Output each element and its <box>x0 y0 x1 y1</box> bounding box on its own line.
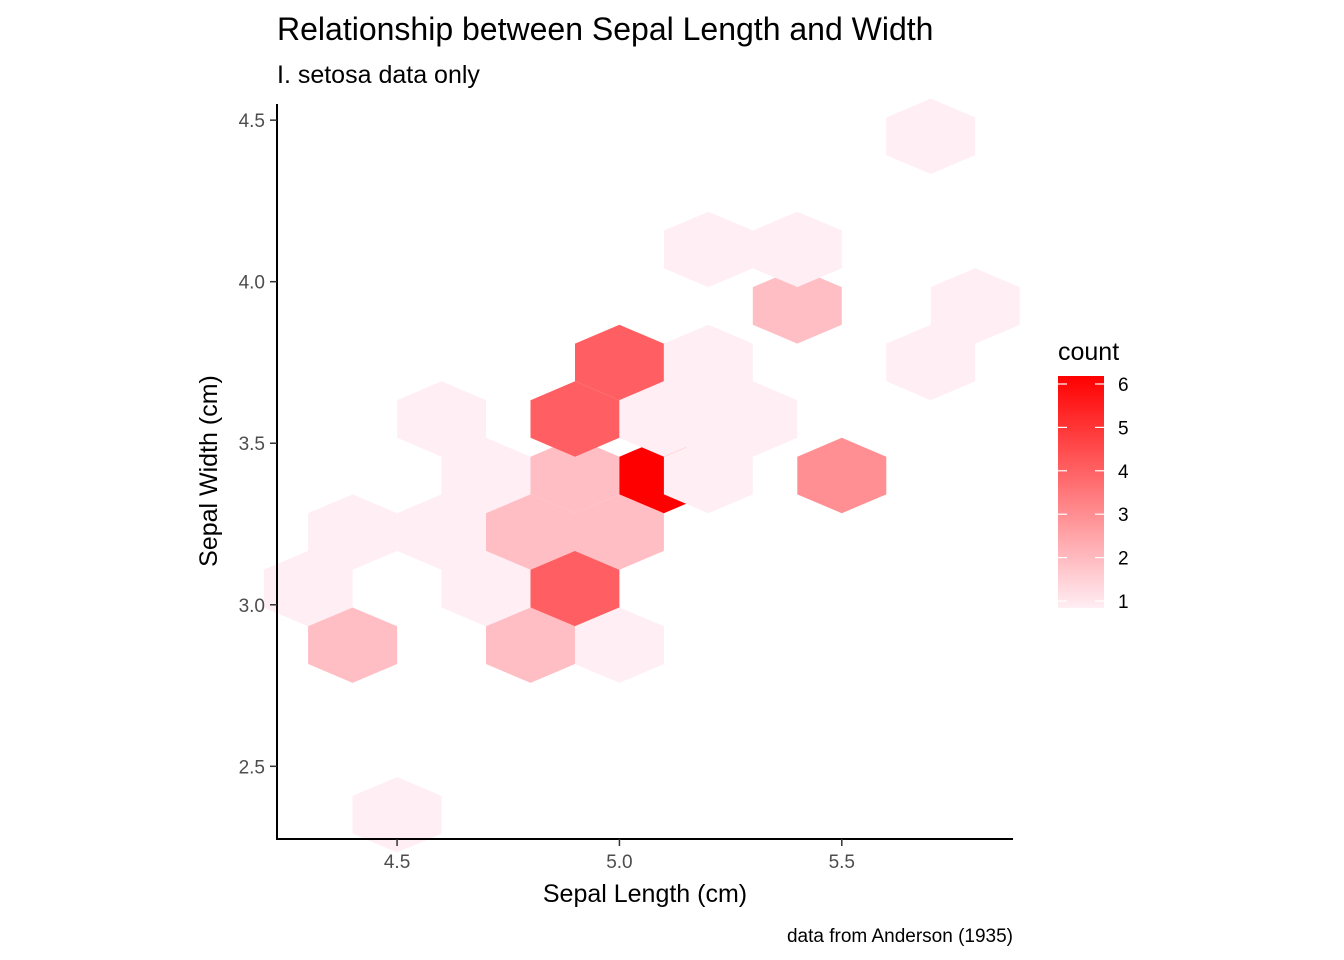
y-tick-label: 3.0 <box>239 596 265 617</box>
hex-bin <box>575 324 664 401</box>
hex-bin <box>308 494 398 570</box>
x-axis-title: Sepal Length (cm) <box>543 880 747 908</box>
x-tick-label: 5.5 <box>829 852 855 873</box>
legend-tick-label: 1 <box>1118 592 1129 613</box>
legend-tick-label: 3 <box>1118 505 1129 526</box>
y-tick-label: 3.5 <box>239 434 265 455</box>
hex-bin <box>263 550 353 627</box>
hex-bin <box>797 437 887 514</box>
hex-bin <box>441 437 531 514</box>
hex-bin <box>708 381 798 457</box>
hex-bin <box>663 437 753 514</box>
hex-bin <box>486 607 575 683</box>
y-tick-label: 2.5 <box>239 757 265 778</box>
y-tick-label: 4.5 <box>239 111 265 132</box>
hex-bin <box>308 607 398 683</box>
hex-bin <box>752 211 842 288</box>
hex-bin <box>575 494 664 570</box>
hex-bin <box>352 777 442 853</box>
hex-bin <box>397 381 486 457</box>
chart-title: Relationship between Sepal Length and Wi… <box>277 11 933 47</box>
hex-bin <box>530 381 620 457</box>
legend-tick-label: 6 <box>1118 375 1129 396</box>
chart-caption: data from Anderson (1935) <box>787 926 1013 947</box>
hex-bin <box>619 381 709 457</box>
hex-bin <box>486 494 575 570</box>
hex-bin <box>397 494 486 570</box>
x-tick-label: 5.0 <box>606 852 632 873</box>
hex-bin <box>530 437 620 514</box>
x-axis-ticks: 4.5 5.0 5.5 <box>384 839 855 873</box>
hex-bin <box>441 550 531 627</box>
legend: count 1 2 3 4 5 6 <box>1058 338 1129 613</box>
legend-title: count <box>1058 338 1119 366</box>
y-tick-label: 4.0 <box>239 273 265 294</box>
hex-bin <box>886 324 976 401</box>
y-axis-ticks: 2.5 3.0 3.5 4.0 4.5 <box>239 111 277 778</box>
hex-bin <box>530 550 620 627</box>
x-tick-label: 4.5 <box>384 852 410 873</box>
hex-bin <box>886 98 976 174</box>
hex-bin <box>663 324 753 401</box>
legend-ticks: 1 2 3 4 5 6 <box>1058 375 1129 613</box>
legend-tick-label: 4 <box>1118 462 1129 483</box>
legend-tick-label: 5 <box>1118 418 1129 439</box>
hex-bin <box>930 268 1020 344</box>
hex-bin <box>663 211 753 288</box>
y-axis-title: Sepal Width (cm) <box>195 375 223 567</box>
hex-layer <box>263 98 1020 853</box>
hex-bin <box>575 607 664 683</box>
hex-bin <box>752 268 842 344</box>
legend-tick-label: 2 <box>1118 549 1129 570</box>
chart-subtitle: I. setosa data only <box>277 61 480 89</box>
legend-colorbar <box>1058 376 1104 608</box>
